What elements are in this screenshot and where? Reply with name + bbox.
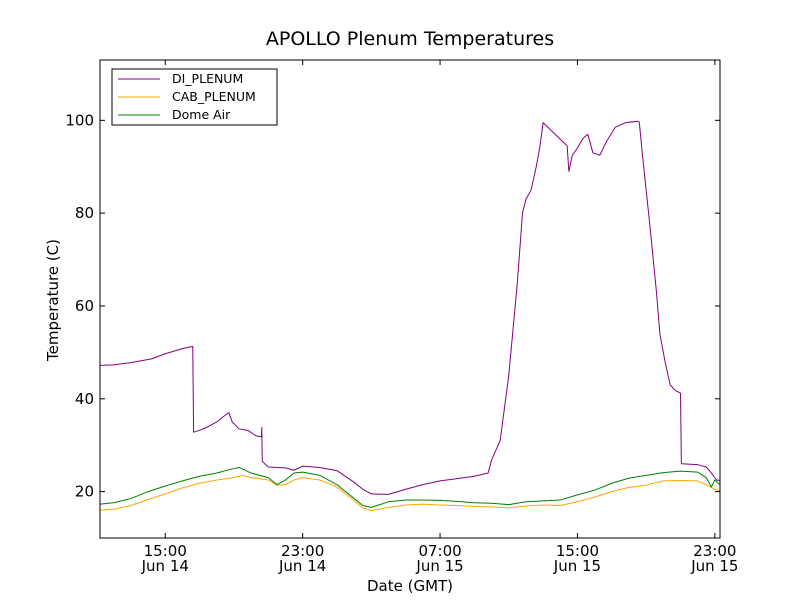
x-tick-label-time: 15:00 (144, 542, 187, 560)
legend-label-di-plenum: DI_PLENUM (172, 71, 243, 86)
legend-label-cab-plenum: CAB_PLENUM (172, 89, 256, 104)
x-tick-label-date: Jun 15 (415, 557, 463, 575)
x-tick-label-date: Jun 15 (690, 557, 738, 575)
x-tick-label-date: Jun 15 (553, 557, 601, 575)
x-tick-label-date: Jun 14 (278, 557, 326, 575)
x-tick-label-time: 15:00 (556, 542, 599, 560)
series-line-cab-plenum (99, 474, 721, 512)
legend-label-dome-air: Dome Air (172, 107, 231, 122)
axes-frame (99, 59, 721, 539)
legend: DI_PLENUM CAB_PLENUM Dome Air (111, 68, 278, 126)
y-tick-label: 60 (75, 297, 94, 315)
x-tick-label-time: 23:00 (281, 542, 324, 560)
y-axis-label: Temperature (C) (44, 239, 62, 362)
x-tick-label-date: Jun 14 (141, 557, 189, 575)
y-tick-label: 80 (75, 204, 94, 222)
series-line-dome-air (99, 466, 721, 508)
series-line-di-plenum (99, 120, 721, 495)
y-tick-label: 20 (75, 483, 94, 501)
chart-title: APOLLO Plenum Temperatures (266, 28, 554, 50)
y-tick-label: 100 (65, 111, 94, 129)
y-tick-label: 40 (75, 390, 94, 408)
x-axis-label: Date (GMT) (367, 577, 453, 595)
x-tick-label-time: 23:00 (693, 542, 736, 560)
x-tick-label-time: 07:00 (418, 542, 461, 560)
